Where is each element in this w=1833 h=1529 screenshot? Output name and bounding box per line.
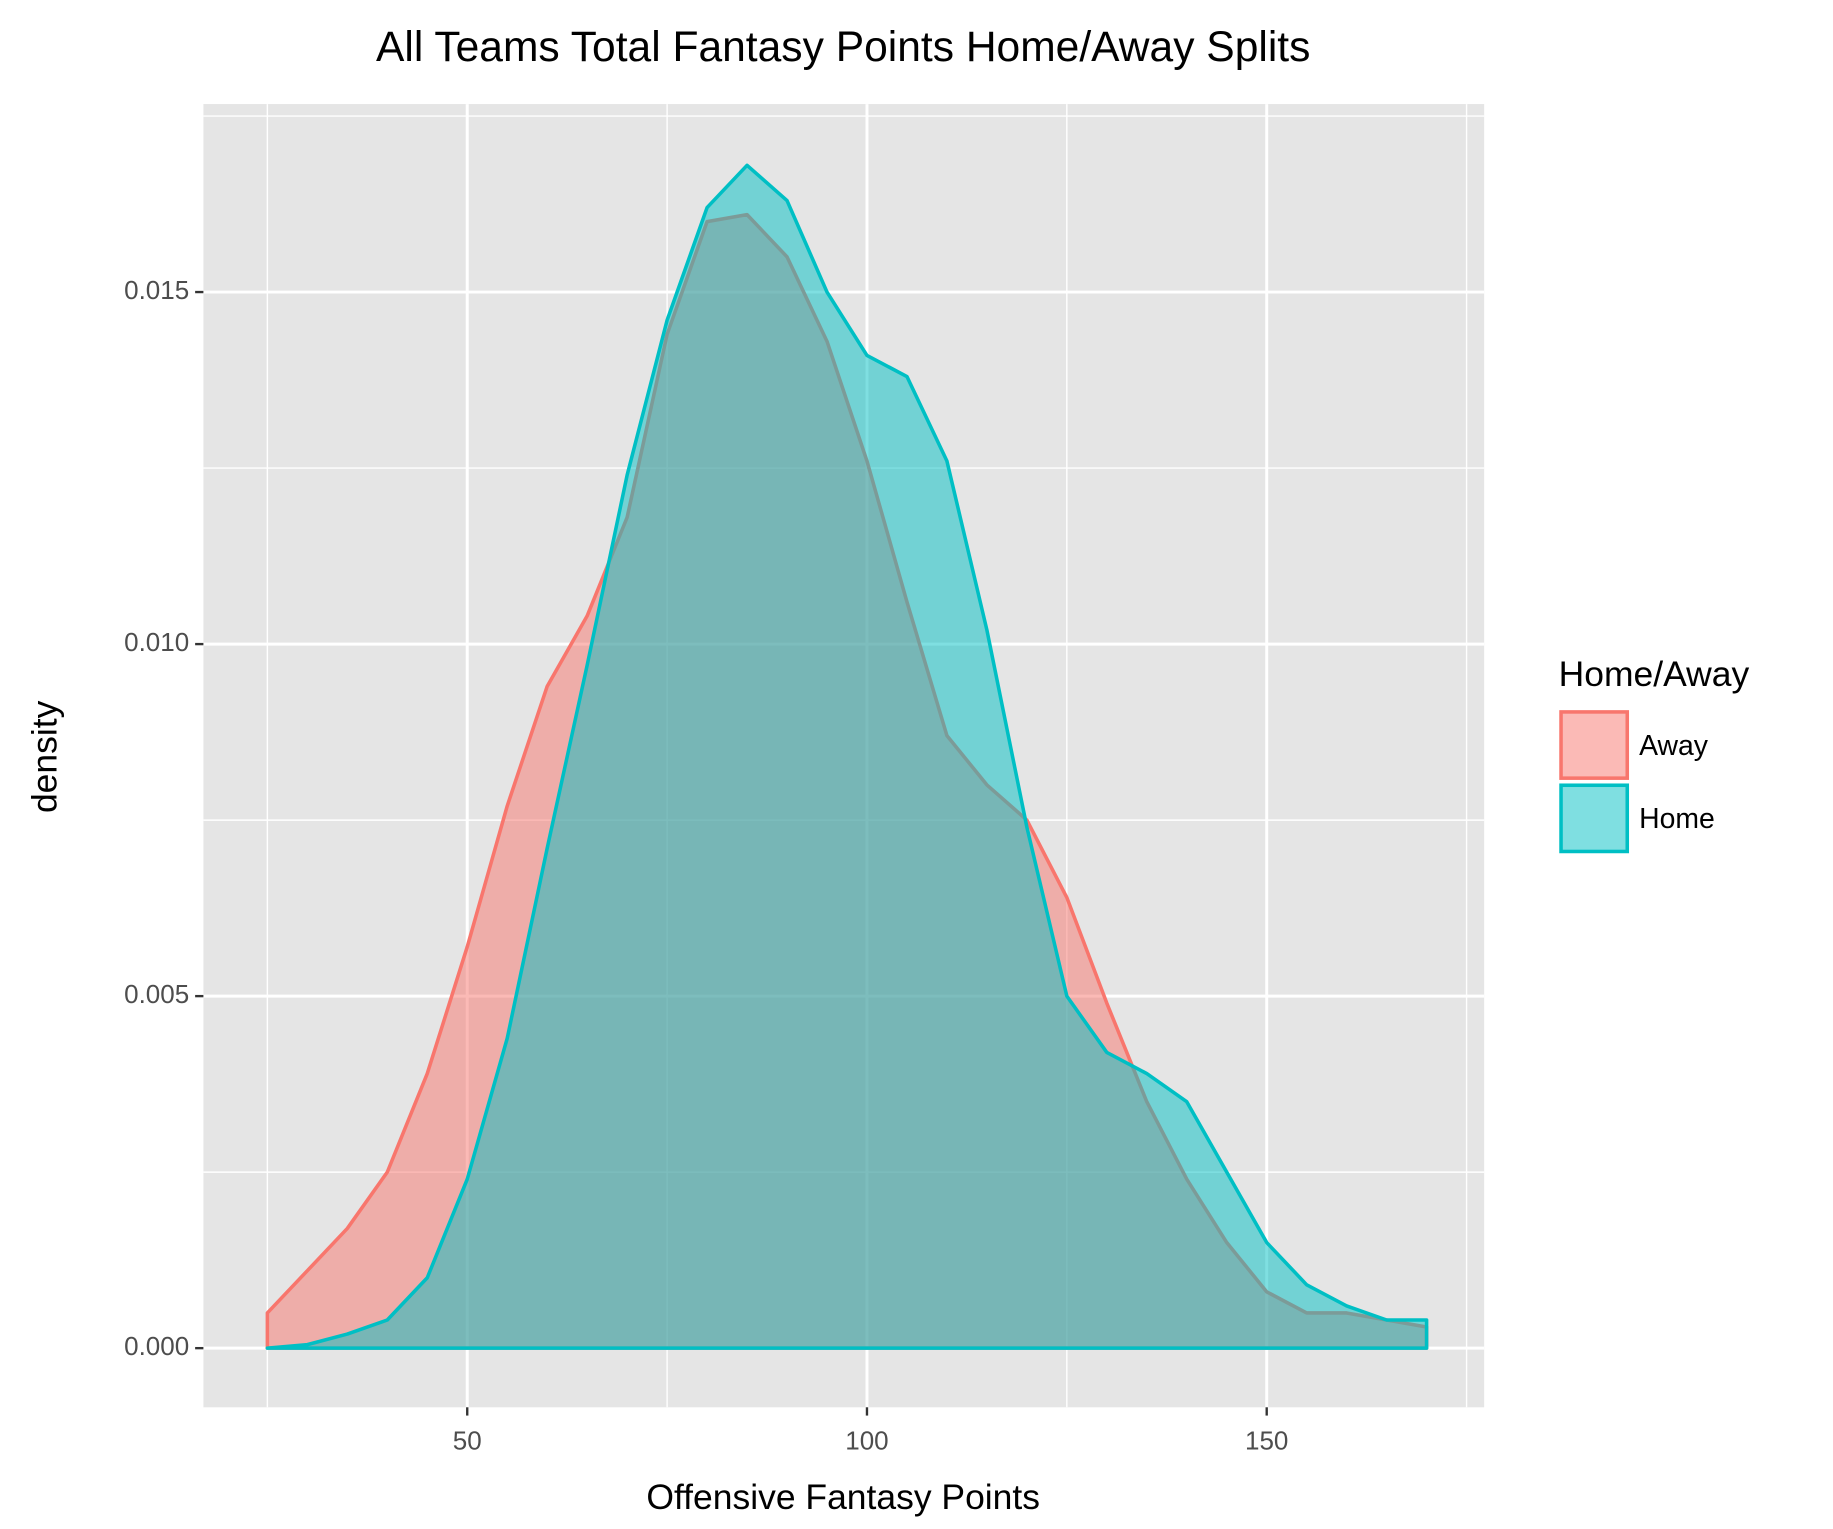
x-tick-label: 150 [1245, 1426, 1288, 1456]
x-tick-label: 50 [453, 1426, 482, 1456]
y-tick-label: 0.010 [124, 627, 189, 657]
chart-title: All Teams Total Fantasy Points Home/Away… [376, 23, 1310, 71]
density-area [265, 163, 1429, 1350]
y-tick-label: 0.000 [124, 1331, 189, 1361]
y-axis-title: density [25, 700, 65, 813]
x-axis-title: Offensive Fantasy Points [646, 1477, 1040, 1517]
legend-title: Home/Away [1559, 654, 1750, 694]
y-tick-label: 0.005 [124, 979, 189, 1009]
legend-key [1559, 783, 1630, 854]
chart-body: All Teams Total Fantasy Points Home/Away… [25, 23, 1750, 1517]
legend-label: Home [1639, 803, 1715, 835]
y-tick-label: 0.015 [124, 275, 189, 305]
x-tick-label: 100 [845, 1426, 888, 1456]
legend-label: Away [1639, 730, 1709, 762]
legend-key [1559, 710, 1630, 780]
